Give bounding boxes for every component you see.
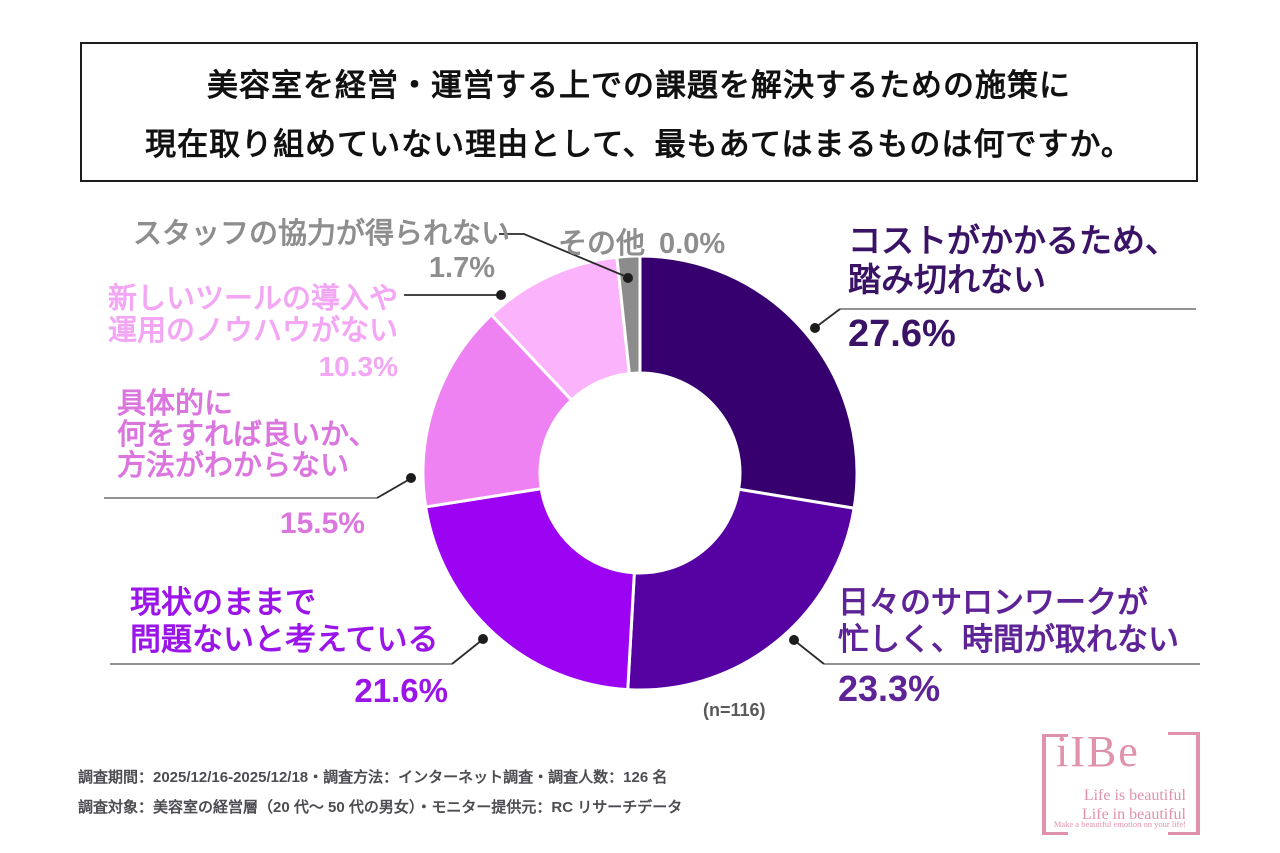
survey-meta: 調査期間：2025/12/16-2025/12/18・調査方法：インターネット調… [78,763,682,823]
callout-statusquo: 現状のままで 問題ないと考えている 21.6% [130,584,448,709]
logo-tagline-small: Make a beautiful emotion on your life! [1053,819,1186,829]
callout-staff-percent: 1.7% [428,252,495,284]
donut-chart [421,254,859,692]
survey-question-box: 美容室を経営・運営する上での課題を解決するための施策に 現在取り組めていない理由… [80,42,1198,182]
callout-method-line3: 方法がわからない [117,450,350,482]
survey-meta-line1: 調査期間：2025/12/16-2025/12/18・調査方法：インターネット調… [78,769,668,786]
callout-cost: コストがかかるため、 踏み切れない 27.6% [848,221,1218,354]
callout-salonwork: 日々のサロンワークが 忙しく、時間が取れない 23.3% [838,584,1218,707]
donut-slice-0 [638,254,859,510]
logo-tagline-line2: Life in beautiful [1082,806,1186,823]
survey-meta-line2: 調査対象：美容室の経営層（20 代〜 50 代の男女）・モニター提供元：RC リ… [78,799,683,816]
donut-slice-1 [626,487,856,692]
callout-salonwork-line2: 忙しく、時間が取れない [838,622,1179,657]
callout-method-percent: 15.5% [279,507,365,540]
logo-tagline: Life is beautiful Life in beautiful [1082,786,1186,824]
callout-other-percent: 0.0% [659,228,726,260]
method-leader-line [376,478,411,499]
callout-salonwork-percent: 23.3% [838,668,941,709]
logo-right-bracket-icon [1168,732,1200,835]
donut-slice-2 [424,487,636,692]
callout-cost-percent: 27.6% [848,313,956,355]
sample-size-note: (n=116) [703,700,766,720]
callout-other: その他 0.0% [558,220,725,262]
callout-cost-line1: コストがかかるため、 [848,222,1178,259]
callout-statusquo-percent: 21.6% [354,672,448,709]
callout-other-label: その他 [558,228,646,260]
logo-wordmark: iIBe [1056,727,1140,776]
callout-method: 具体的に 何をすれば良いか、 方法がわからない 15.5% [117,388,378,540]
donut-slice-3 [421,313,574,509]
callout-method-line1: 具体的に [117,388,234,420]
callout-knowhow: 新しいツールの導入や 運用のノウハウがない 10.3% [108,283,398,383]
callout-method-line2: 何をすれば良いか、 [117,419,378,451]
callout-salonwork-line1: 日々のサロンワークが [838,585,1148,620]
callout-knowhow-line1: 新しいツールの導入や [108,283,399,315]
callout-statusquo-line2: 問題ないと考えている [130,622,439,657]
callout-knowhow-line2: 運用のノウハウがない [108,315,399,347]
logo-left-bracket-icon [1042,734,1068,835]
callout-cost-line2: 踏み切れない [848,261,1046,298]
survey-question-line2: 現在取り組めていない理由として、最もあてはまるものは何ですか。 [145,127,1133,162]
callout-knowhow-percent: 10.3% [318,351,398,382]
callout-statusquo-line1: 現状のままで [130,585,316,620]
survey-question-line1: 美容室を経営・運営する上での課題を解決するための施策に [207,68,1071,103]
logo-tagline-line1: Life is beautiful [1083,787,1186,804]
iibe-logo: iIBe Life is beautiful Life in beautiful… [1040,726,1202,844]
callout-staff: スタッフの協力が得られない 1.7% [133,217,511,285]
callout-staff-line1: スタッフの協力が得られない [133,218,511,250]
